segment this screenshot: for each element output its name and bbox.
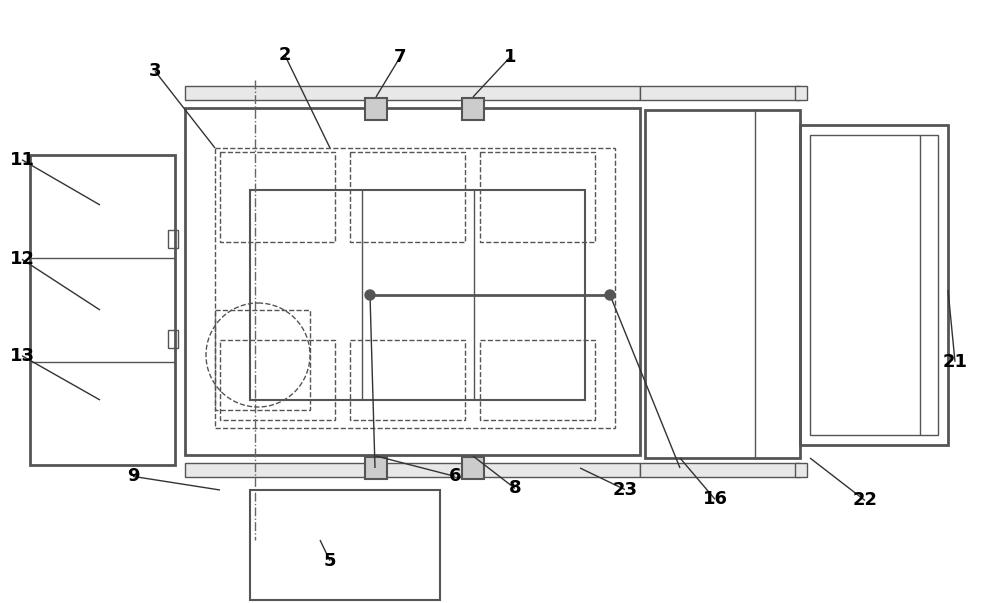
Text: 5: 5	[324, 552, 336, 570]
Bar	[810, 135, 938, 435]
Bar	[250, 490, 440, 600]
Bar	[462, 98, 484, 120]
Bar	[168, 230, 178, 248]
Bar	[462, 457, 484, 479]
Text: 2: 2	[279, 46, 291, 65]
Bar	[250, 190, 585, 400]
Text: 7: 7	[394, 48, 406, 66]
Circle shape	[605, 290, 615, 300]
Text: 12: 12	[10, 250, 34, 268]
Text: 11: 11	[10, 151, 34, 169]
Text: 23: 23	[612, 481, 638, 499]
Text: 1: 1	[504, 48, 516, 66]
Bar	[645, 110, 800, 458]
Bar	[640, 86, 800, 100]
Bar	[365, 457, 387, 479]
Bar	[480, 340, 595, 420]
Bar	[215, 148, 615, 428]
Bar	[220, 340, 335, 420]
Bar	[795, 86, 807, 100]
Bar	[30, 155, 175, 465]
Bar	[365, 98, 387, 120]
Circle shape	[365, 290, 375, 300]
Text: 21: 21	[942, 353, 968, 371]
Bar	[168, 330, 178, 348]
Bar	[215, 310, 310, 410]
Bar	[640, 463, 800, 477]
Bar	[480, 152, 595, 242]
Text: 9: 9	[127, 467, 139, 485]
Text: 3: 3	[149, 62, 161, 80]
Text: 22: 22	[852, 491, 878, 510]
Text: 13: 13	[10, 347, 34, 365]
Bar	[185, 86, 640, 100]
Bar	[795, 463, 807, 477]
Text: 8: 8	[509, 479, 521, 497]
Bar	[800, 125, 948, 445]
Bar	[350, 340, 465, 420]
Bar	[220, 152, 335, 242]
Bar	[185, 463, 640, 477]
Text: 16: 16	[702, 490, 728, 508]
Text: 6: 6	[449, 467, 461, 485]
Bar	[350, 152, 465, 242]
Bar	[185, 108, 640, 455]
